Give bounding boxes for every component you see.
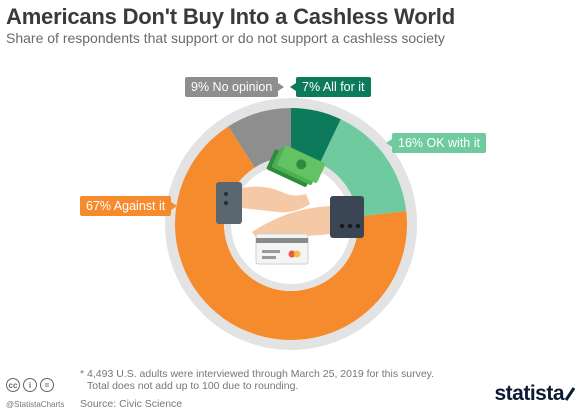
footnote-line-2: Total does not add up to 100 due to roun… <box>87 380 299 392</box>
footnote: * 4,493 U.S. adults were interviewed thr… <box>80 368 434 392</box>
twitter-handle[interactable]: @StatistaCharts <box>6 400 65 409</box>
no-derivatives-icon[interactable]: = <box>40 378 54 392</box>
statista-logo[interactable]: statista <box>494 382 564 405</box>
slice-label-all-for-it: 7% All for it <box>290 77 371 97</box>
license-icons: cc i = <box>6 378 54 392</box>
slice-label-ok-with-it: 16% OK with it <box>386 133 486 153</box>
slice-label-against-it: 67% Against it <box>80 196 178 216</box>
footnote-line-1: * 4,493 U.S. adults were interviewed thr… <box>80 368 435 380</box>
hands-money-card-illustration <box>216 145 364 265</box>
slice-all-for-it <box>291 108 341 164</box>
chart-title: Americans Don't Buy Into a Cashless Worl… <box>6 4 455 29</box>
outer-ring <box>165 98 417 350</box>
source-text: Source: Civic Science <box>80 398 183 410</box>
statista-logo-icon <box>564 387 576 401</box>
attribution-icon[interactable]: i <box>23 378 37 392</box>
slice-label-no-opinion: 9% No opinion <box>185 77 285 97</box>
chart-subtitle: Share of respondents that support or do … <box>6 30 445 46</box>
slice-against-it <box>175 126 407 340</box>
creative-commons-icon[interactable]: cc <box>6 378 20 392</box>
slice-ok-with-it <box>319 119 407 217</box>
